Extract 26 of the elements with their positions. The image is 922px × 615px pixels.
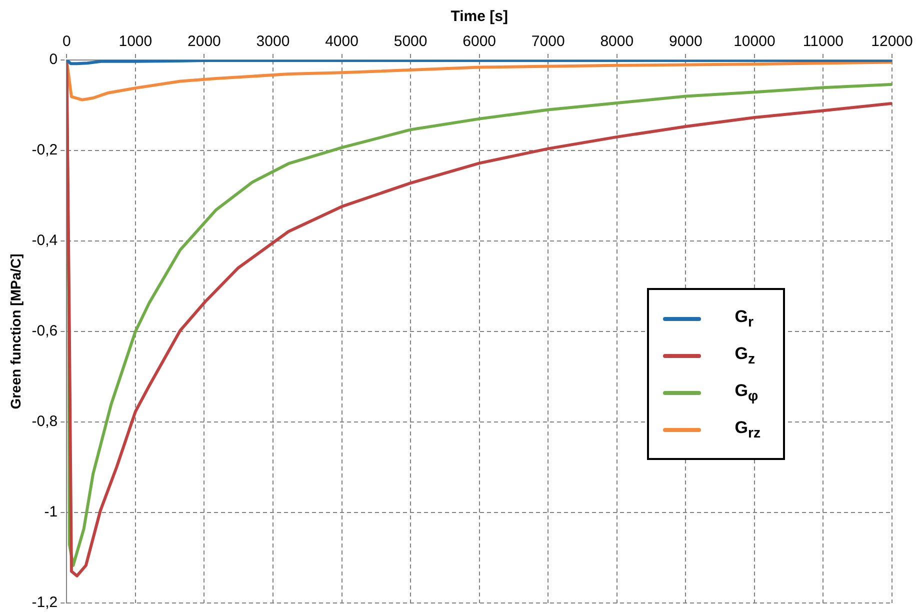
y-tick-label: -0,6 xyxy=(32,322,58,340)
x-tick-label: 7000 xyxy=(531,33,565,50)
x-tick-label: 6000 xyxy=(462,33,496,50)
x-tick-label: 3000 xyxy=(256,33,290,50)
x-tick-label: 4000 xyxy=(325,33,358,50)
y-tick-label: -1,2 xyxy=(32,594,58,612)
x-tick-label: 0 xyxy=(62,33,71,50)
x-tick-label: 2000 xyxy=(188,33,221,50)
x-tick-label: 12000 xyxy=(871,33,913,50)
y-tick-label: -0,4 xyxy=(32,232,58,250)
y-tick-label: -1 xyxy=(44,504,58,521)
x-tick-label: 5000 xyxy=(394,33,428,50)
legend-label: G$_{rz}$ xyxy=(734,418,761,442)
x-axis-title: Time [s] xyxy=(450,8,508,26)
legend-label: G$_{z}$ xyxy=(734,344,756,368)
y-tick-label: -0,2 xyxy=(32,142,58,159)
x-tick-label: 9000 xyxy=(668,33,702,50)
legend-label: G$_{φ}$ xyxy=(734,380,758,404)
y-axis-title: Green function [MPa/C] xyxy=(7,254,24,410)
x-tick-label: 11000 xyxy=(802,33,844,50)
legend-label: G$_{r}$ xyxy=(734,306,754,330)
x-tick-label: 1000 xyxy=(118,33,152,50)
x-tick-label: 8000 xyxy=(600,33,634,50)
x-tick-label: 10000 xyxy=(734,33,776,50)
y-tick-label: 0 xyxy=(49,51,58,68)
y-tick-label: -0,8 xyxy=(32,413,58,430)
